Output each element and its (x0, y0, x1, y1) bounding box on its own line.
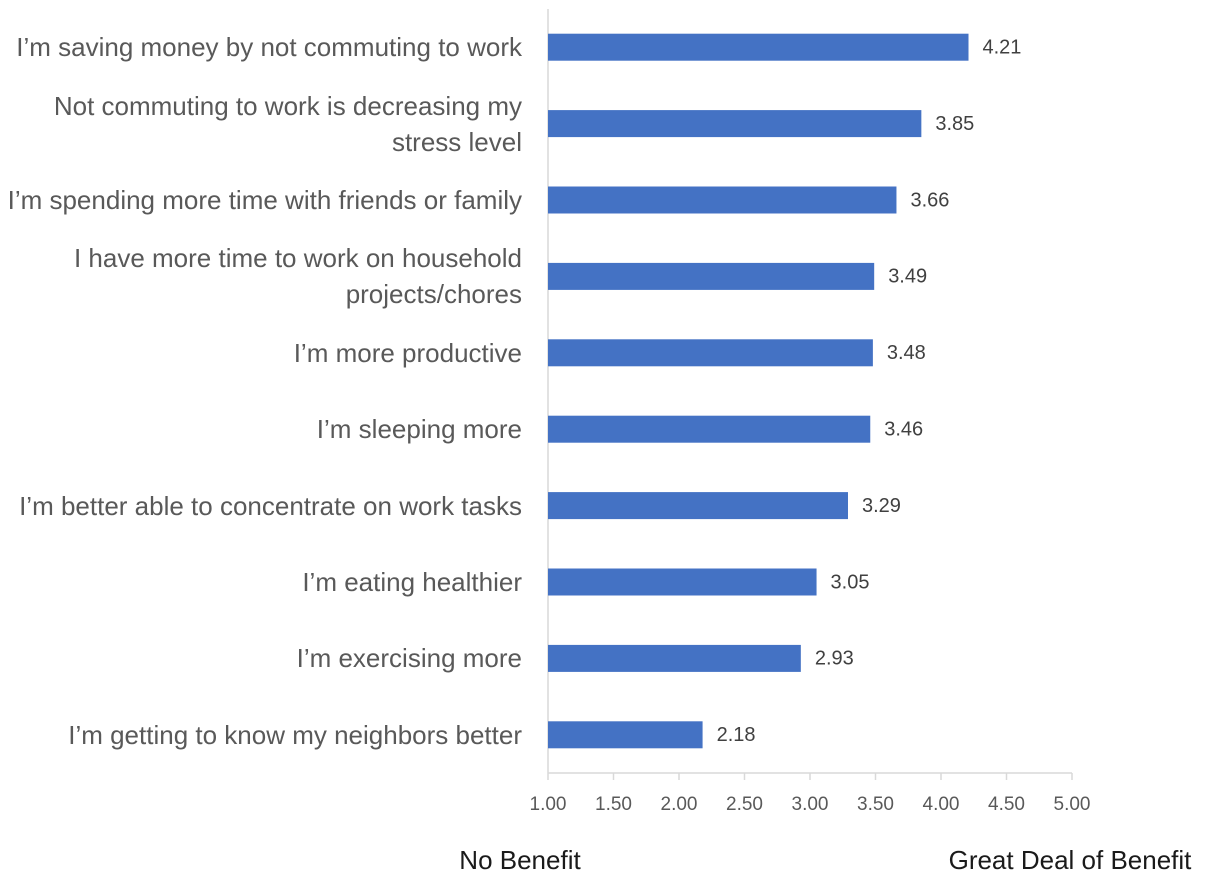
y-tick-label-box: I’m spending more time with friends or f… (0, 162, 522, 238)
y-tick-label: I’m exercising more (296, 643, 522, 674)
x-axis-label-right: Great Deal of Benefit (949, 845, 1193, 875)
y-tick-label: I’m eating healthier (302, 567, 522, 597)
y-tick-label: I’m spending more time with friends or f… (7, 185, 522, 215)
x-axis-label-left: No Benefit (459, 845, 581, 875)
data-label: 3.29 (862, 495, 901, 517)
x-tick-label: 1.50 (595, 794, 632, 815)
x-tick-label: 3.50 (857, 794, 894, 815)
y-tick-label-box: Not commuting to work is decreasing my s… (0, 86, 522, 162)
bar (548, 33, 969, 61)
y-tick-label-box: I’m getting to know my neighbors better (0, 697, 522, 773)
bar (548, 644, 801, 672)
bar (548, 492, 848, 520)
data-label: 4.21 (983, 36, 1022, 58)
y-tick-label-box: I’m saving money by not commuting to wor… (0, 9, 522, 85)
y-tick-label: I have more time to work on household pr… (73, 243, 522, 310)
x-tick-label: 2.50 (726, 794, 763, 815)
y-tick-label-box: I’m eating healthier (0, 544, 522, 620)
data-label: 2.18 (717, 724, 756, 746)
data-label: 3.05 (831, 571, 870, 593)
bar (548, 262, 875, 290)
bar (548, 186, 897, 214)
x-tick-label: 2.00 (661, 794, 698, 815)
y-tick-label-box: I’m sleeping more (0, 391, 522, 467)
data-label: 3.66 (910, 189, 949, 211)
data-label: 3.85 (935, 113, 974, 135)
y-tick-label: I’m better able to concentrate on work t… (19, 490, 522, 521)
y-tick-label-box: I’m better able to concentrate on work t… (0, 468, 522, 544)
x-tick-label: 4.50 (988, 794, 1025, 815)
data-label: 3.46 (884, 418, 923, 440)
y-tick-label-box: I have more time to work on household pr… (0, 238, 522, 314)
y-tick-label: I’m getting to know my neighbors better (68, 719, 522, 750)
y-tick-label: Not commuting to work is decreasing my s… (53, 90, 522, 157)
bar (548, 568, 817, 596)
data-label: 2.93 (815, 648, 854, 670)
data-label: 3.49 (888, 266, 927, 288)
bar (548, 339, 873, 367)
x-tick-label: 5.00 (1054, 794, 1091, 815)
y-tick-label-box: I’m more productive (0, 315, 522, 391)
y-tick-label: I’m sleeping more (316, 414, 522, 445)
x-tick-label: 4.00 (923, 794, 960, 815)
y-tick-label: I’m more productive (293, 337, 522, 368)
y-tick-label-box: I’m exercising more (0, 620, 522, 696)
data-label: 3.48 (887, 342, 926, 364)
bar (548, 110, 922, 138)
bar (548, 415, 871, 443)
x-tick-label: 3.00 (792, 794, 829, 815)
x-tick-label: 1.00 (530, 794, 567, 815)
bar (548, 721, 703, 749)
y-tick-label: I’m saving money by not commuting to wor… (16, 32, 522, 63)
